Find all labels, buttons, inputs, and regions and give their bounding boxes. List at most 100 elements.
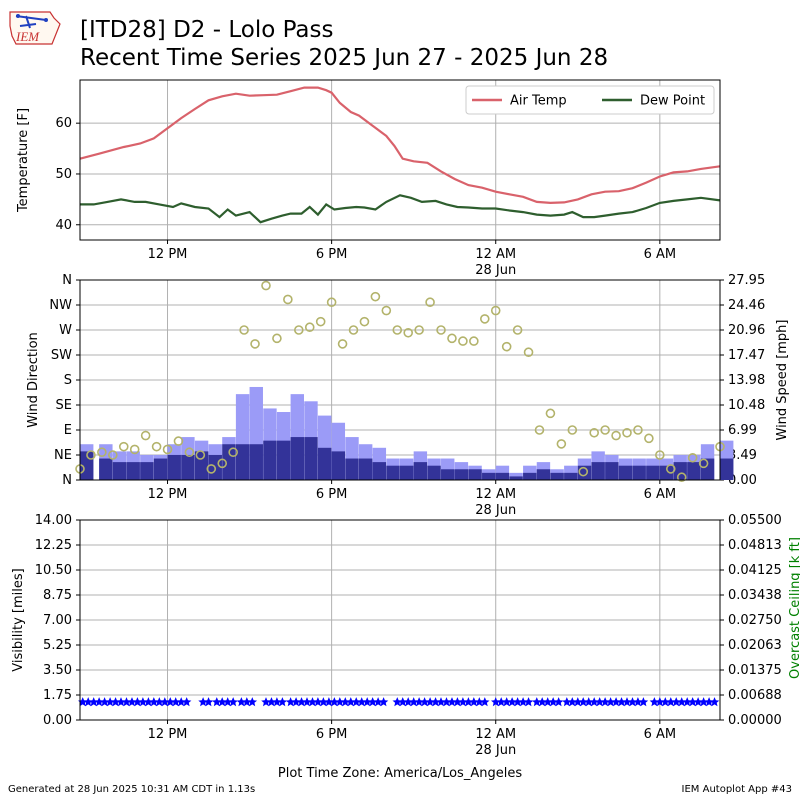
direction-point [140,430,151,441]
speed-bar [673,462,687,480]
visibility-point [296,697,307,707]
visibility-point [285,697,296,707]
y-axis-label: Visibility [miles] [11,568,26,671]
x-tick-label: 12 AM [475,247,516,262]
direction-point [337,339,348,349]
visibility-point [408,697,419,707]
visibility-point [291,697,301,707]
visibility-point [403,697,413,707]
direction-point [86,450,96,460]
visibility-point [548,697,558,707]
speed-bar [386,465,400,480]
visibility-point [203,697,214,707]
visibility-point [474,697,485,707]
visibility-point [589,697,599,707]
visibility-point [346,697,356,707]
direction-point [687,452,698,463]
direction-point [600,425,610,435]
visibility-point [373,697,383,707]
direction-point [414,325,424,335]
visibility-point [425,697,435,707]
visibility-point [272,697,282,707]
visibility-point [419,697,430,707]
speed-bar [126,462,140,480]
direction-point [458,336,468,346]
plot-frame [79,519,721,721]
speed-bar [720,458,734,480]
visibility-point [562,697,572,707]
y2-tick-label: 0.04125 [728,563,782,578]
speed-bar [331,451,346,480]
visibility-point [181,697,192,707]
speed-bar [413,462,428,480]
visibility-point [335,697,345,707]
visibility-point [212,697,222,707]
speed-bar [235,444,250,480]
visibility-point [622,697,632,707]
speed-bar [358,458,373,480]
visibility-point [677,697,687,707]
x-tick-label: 6 PM [316,727,347,742]
y-tick-label: 10.50 [35,563,72,578]
visibility-point [324,697,334,707]
visibility-point [302,697,312,707]
visibility-point [436,697,446,707]
speed-bar [632,465,646,480]
series-line-air-temp [79,86,721,205]
visibility-point [616,697,627,707]
visibility-point [584,697,594,707]
visibility-point [666,697,676,707]
direction-point [698,458,709,469]
direction-point [239,325,249,335]
logo-text: IEM [15,29,40,44]
x-tick-label: 12 PM [148,247,188,262]
visibility-point [671,697,681,707]
speed-bar [441,469,455,480]
direction-point [567,425,578,435]
visibility-point [198,697,208,707]
speed-bar [454,469,469,480]
speed-bar [591,462,605,480]
y-tick-label: N [62,273,72,288]
speed-bar [468,469,482,480]
visibility-point [542,697,553,707]
y2-tick-label: 6.99 [728,423,757,438]
direction-point [655,450,665,460]
speed-bar [249,444,263,480]
visibility-point [469,697,479,707]
visibility-point [649,697,660,707]
visibility-point [447,697,457,707]
y2-tick-label: 0.00 [728,473,757,488]
y-tick-label: 40 [55,218,72,233]
visibility-point [627,697,638,707]
y2-axis-label: Overcast Ceiling [k ft] [788,537,800,679]
y2-tick-label: 13.98 [728,373,765,388]
direction-point [501,341,512,352]
visibility-point [537,697,547,707]
visibility-point [329,697,340,707]
visibility-point [165,697,175,707]
x-tick-label: 12 AM [475,487,516,502]
speed-bar [618,465,633,480]
direction-point [294,325,304,335]
direction-point [644,433,654,444]
y2-tick-label: 27.95 [728,273,765,288]
speed-bar [372,462,387,480]
direction-point [184,447,195,458]
direction-point [359,316,370,327]
visibility-point [88,697,99,707]
visibility-point [491,697,501,707]
y-tick-label: NE [54,448,72,463]
visibility-point [171,697,181,707]
y2-tick-label: 0.04813 [728,538,782,553]
y-tick-label: 1.75 [43,688,72,703]
direction-point [151,441,162,452]
y2-tick-label: 17.47 [728,348,765,363]
direction-point [162,444,173,455]
visibility-point [693,697,703,707]
legend-box [465,85,715,115]
y2-tick-label: 0.05500 [728,513,782,528]
visibility-point [518,697,528,707]
series-line-dew-point [80,194,721,224]
visibility-point [452,697,463,707]
